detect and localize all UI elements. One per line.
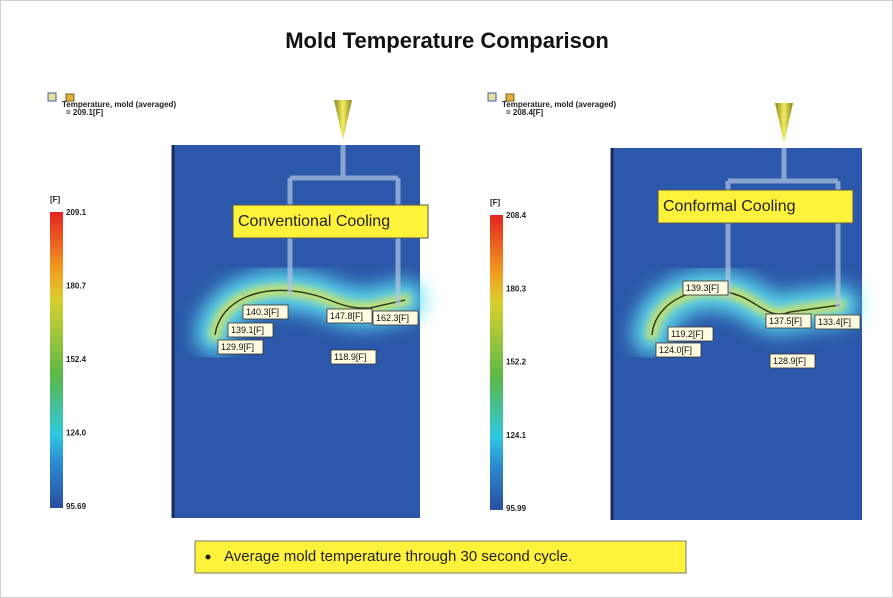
probe-label: 139.3[F] [686,283,719,293]
slide: Mold Temperature Comparison Average mold… [0,0,893,598]
bullet [206,555,211,560]
probe-label: 128.9[F] [773,356,806,366]
title: Mold Temperature Comparison [285,28,609,53]
scale-label: 152.2 [506,358,527,367]
scale-label: 95.99 [506,504,527,513]
probe-label: 119.2[F] [671,329,703,339]
color-bar [50,212,63,508]
icon [48,93,56,101]
probe-label: 162.3[F] [376,313,409,323]
scale-unit: [F] [490,198,501,207]
probe-label: 137.5[F] [769,316,802,326]
scale-label: 124.0 [66,429,87,438]
probe-label: 140.3[F] [246,307,279,317]
scale-label: 208.4 [506,211,527,220]
probe-label: 124.0[F] [659,345,692,355]
icon [488,93,496,101]
scale-label: 180.7 [66,282,87,291]
note: Average mold temperature through 30 seco… [224,548,572,565]
color-bar [490,215,503,510]
probe-label: 139.1[F] [231,325,264,335]
scale-label: 124.1 [506,431,527,440]
probe-label: 147.8[F] [330,311,363,321]
callout: Conformal Cooling [663,198,796,215]
result-value: = 208.4[F] [506,108,543,117]
callout: Conventional Cooling [238,213,390,230]
scale-unit: [F] [50,195,61,204]
result-value: = 209.1[F] [66,108,103,117]
scale-label: 180.3 [506,284,527,293]
probe-label: 118.9[F] [334,352,366,362]
scale-label: 209.1 [66,208,87,217]
scale-label: 152.4 [66,355,87,364]
scale-label: 95.69 [66,502,87,511]
probe-label: 133.4[F] [818,317,851,327]
probe-label: 129.9[F] [221,342,254,352]
